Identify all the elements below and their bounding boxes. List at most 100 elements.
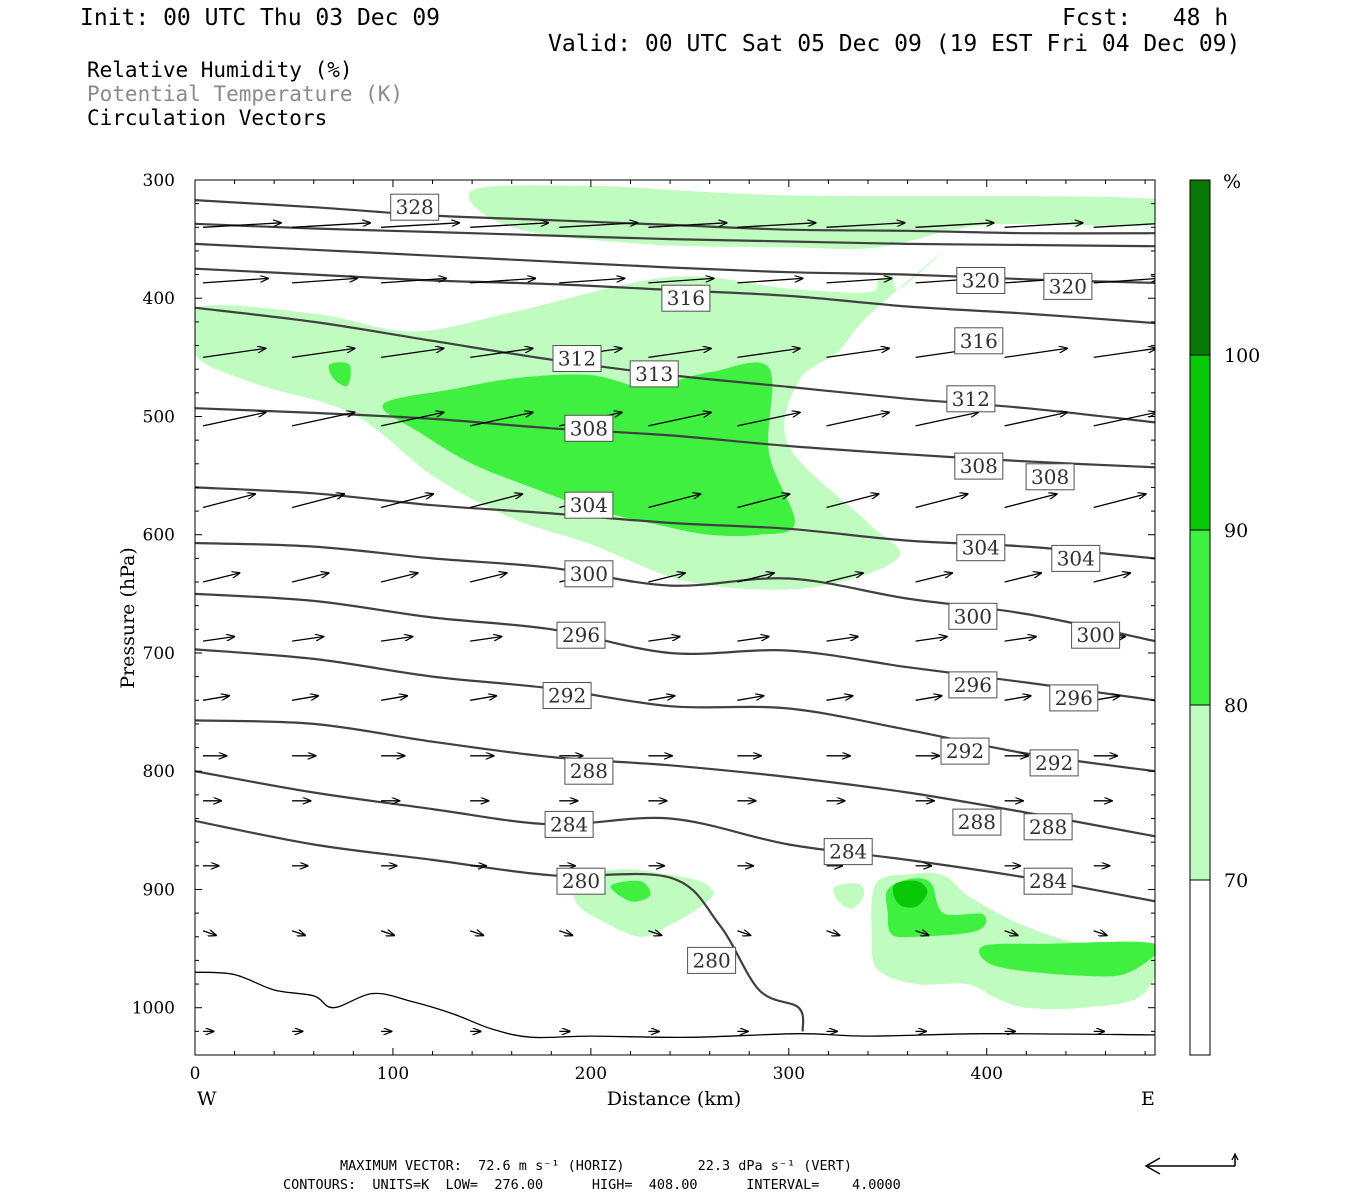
theta-label-box (948, 602, 998, 630)
circulation-vector (826, 494, 879, 509)
theta-label-text: 280 (562, 869, 600, 893)
theta-label-text: 292 (946, 739, 984, 763)
circulation-vector (737, 696, 763, 701)
colorbar-segment (1189, 704, 1211, 881)
theta-label-box (564, 414, 614, 442)
circulation-vector (559, 223, 637, 228)
circulation-vector (291, 573, 328, 583)
circulation-vector (826, 223, 905, 228)
y-tick-label: 500 (143, 407, 175, 427)
theta-label-text: 304 (570, 493, 608, 517)
circulation-vector (380, 573, 417, 583)
circulation-vector (202, 494, 255, 509)
rh-region-70 (571, 869, 714, 937)
colorbar-segment (1189, 179, 1211, 356)
valid-time: Valid: 00 UTC Sat 05 Dec 09 (19 EST Fri … (548, 31, 1241, 57)
theta-label-box (823, 838, 873, 866)
circulation-vector (737, 223, 815, 228)
circulation-vector (381, 223, 459, 228)
theta-label-box (661, 284, 711, 312)
circulation-vector (1093, 223, 1155, 228)
theta-label: 288 (1023, 813, 1073, 841)
x-tick-label: 300 (773, 1064, 805, 1084)
theta-label-text: 308 (570, 416, 608, 440)
y-tick-label: 600 (143, 526, 175, 546)
x-axis-title: Distance (km) (607, 1088, 742, 1110)
circulation-vector (470, 494, 522, 509)
theta-label: 328 (390, 193, 440, 221)
circulation-vector (648, 696, 674, 701)
theta-label-text: 320 (1049, 274, 1087, 298)
theta-label: 316 (954, 327, 1004, 355)
cross-section-chart: 328 320 320 316 316 312 313 312 308 308 308 304 304 3… (117, 171, 1260, 1110)
theta-label-text: 304 (962, 536, 1000, 560)
theta-label-text: 308 (960, 454, 998, 478)
axis-layer: 0 100 200 300 400 300 400 500 600 700 800 900 1000 (132, 171, 1155, 1084)
circulation-vector (381, 637, 412, 642)
theta-label-text: 284 (550, 812, 588, 836)
theta-label-box (1025, 463, 1075, 491)
circulation-vector (826, 412, 889, 427)
circulation-vector (648, 494, 700, 509)
theta-label: 296 (556, 621, 606, 649)
circulation-vector (648, 573, 684, 583)
theta-label-text: 300 (1077, 623, 1115, 647)
colorbar-unit: % (1223, 171, 1241, 193)
colorbar-level-label: 70 (1224, 870, 1248, 892)
colorbar-segment (1189, 529, 1211, 706)
theta-label-box (1023, 813, 1073, 841)
theta-label-text: 280 (693, 948, 731, 972)
theta-label-text: 316 (960, 329, 998, 353)
theta-label-box (390, 193, 440, 221)
circulation-vector (915, 494, 968, 509)
legend-rh: Relative Humidity (%) (87, 58, 353, 82)
theta-label-text: 296 (562, 623, 600, 647)
circulation-vector (737, 278, 802, 284)
circulation-vector (1004, 223, 1083, 228)
theta-contour-296 (195, 592, 1155, 702)
circulation-vector (915, 637, 947, 642)
circulation-vector (1004, 494, 1057, 509)
theta-label-box (954, 452, 1004, 480)
init-time: Init: 00 UTC Thu 03 Dec 09 (80, 5, 441, 31)
rh-region-80 (328, 362, 351, 387)
theta-label-box (1043, 272, 1093, 300)
circulation-vector (648, 278, 713, 284)
theta-label-box (940, 737, 990, 765)
circulation-vector (826, 696, 853, 701)
theta-label: 284 (1023, 867, 1073, 895)
circulation-vector (380, 494, 433, 509)
theta-label-text: 292 (548, 684, 586, 708)
circulation-vector (292, 223, 370, 228)
circulation-vector (1004, 696, 1031, 701)
circulation-vector (648, 637, 679, 642)
colorbar-level-label: 80 (1224, 695, 1248, 717)
theta-label-box (564, 757, 614, 785)
theta-label-box (946, 385, 996, 413)
theta-label-box (552, 345, 602, 372)
y-tick-label: 1000 (132, 999, 175, 1019)
circulation-vector (1093, 348, 1155, 359)
colorbar-segment (1189, 354, 1211, 531)
theta-contour-280 (195, 819, 805, 1032)
theta-label: 292 (940, 737, 990, 765)
circulation-vector (470, 223, 548, 228)
circulation-vector (380, 696, 407, 701)
theta-label-box (544, 810, 594, 838)
circulation-vector (202, 278, 268, 284)
theta-label: 320 (1043, 272, 1093, 300)
theta-label-box (556, 867, 606, 895)
theta-label: 284 (823, 838, 873, 866)
theta-label-text: 312 (558, 347, 596, 371)
circulation-vector (737, 637, 768, 642)
theta-label-text: 284 (829, 840, 867, 864)
reference-vector-arrow (1144, 1152, 1239, 1175)
theta-label-text: 312 (952, 387, 990, 411)
theta-label: 320 (956, 267, 1006, 294)
circulation-vector (202, 223, 281, 228)
theta-label-text: 288 (958, 810, 996, 834)
contour-info: CONTOURS: UNITS=K LOW= 276.00 HIGH= 408.… (283, 1177, 901, 1193)
circulation-vector (291, 494, 344, 509)
x-tick-label: 400 (971, 1064, 1003, 1084)
theta-label-text: 316 (667, 286, 705, 310)
